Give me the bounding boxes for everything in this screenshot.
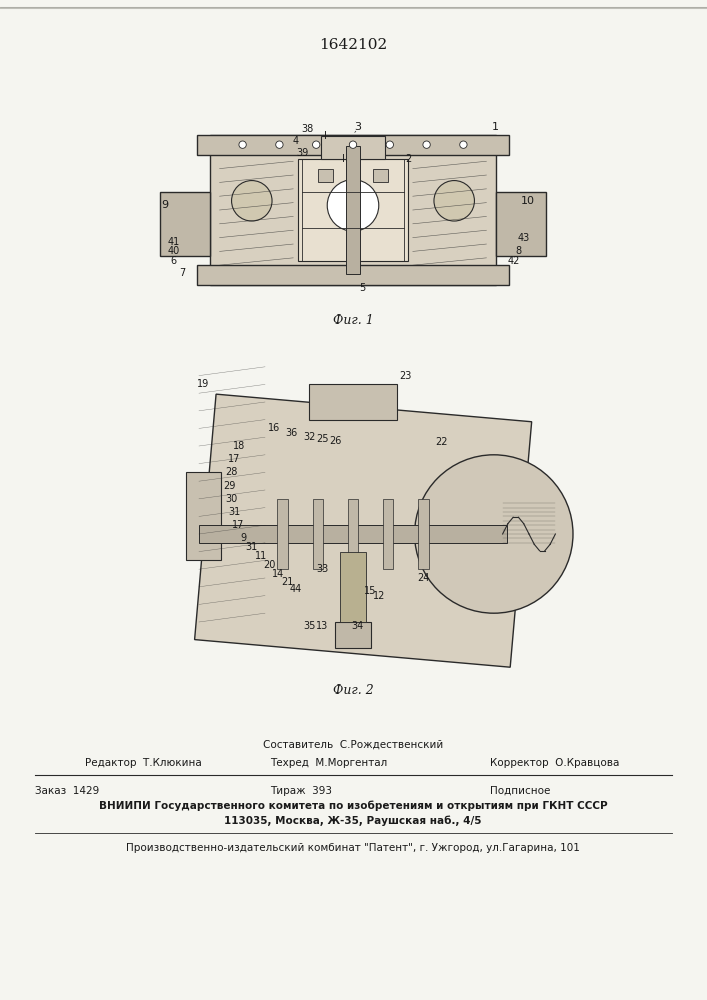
Text: 10: 10: [521, 196, 534, 206]
Bar: [199, 525, 507, 543]
Circle shape: [276, 141, 283, 148]
Text: Тираж  393: Тираж 393: [270, 786, 332, 796]
Text: 17: 17: [228, 454, 240, 464]
Circle shape: [460, 141, 467, 148]
Text: 1: 1: [492, 122, 499, 132]
Bar: [186, 472, 221, 560]
Text: 17: 17: [233, 520, 245, 530]
Text: 15: 15: [364, 586, 377, 596]
Text: 26: 26: [329, 436, 341, 446]
Text: 7: 7: [180, 268, 186, 278]
Bar: [160, 192, 211, 256]
Text: Производственно-издательский комбинат "Патент", г. Ужгород, ул.Гагарина, 101: Производственно-издательский комбинат "П…: [126, 843, 580, 853]
Text: 21: 21: [281, 577, 293, 587]
Bar: [197, 135, 510, 155]
Text: 30: 30: [226, 494, 238, 504]
Text: 33: 33: [316, 564, 328, 574]
Text: 34: 34: [351, 621, 363, 631]
Text: 9: 9: [240, 533, 246, 543]
Text: Подписное: Подписное: [490, 786, 550, 796]
Text: 36: 36: [286, 428, 298, 438]
Text: 8: 8: [515, 246, 522, 256]
Circle shape: [414, 455, 573, 613]
Text: 22: 22: [435, 437, 448, 447]
Text: 18: 18: [233, 441, 245, 451]
Text: 23: 23: [399, 371, 412, 381]
Text: 2: 2: [405, 154, 411, 164]
Bar: [277, 499, 288, 569]
Text: Редактор  Т.Клюкина: Редактор Т.Клюкина: [85, 758, 201, 768]
Text: 44: 44: [290, 584, 302, 594]
Bar: [348, 499, 358, 569]
Text: 14: 14: [272, 569, 284, 579]
Bar: [194, 394, 532, 667]
Bar: [383, 499, 394, 569]
Text: 24: 24: [417, 573, 430, 583]
Circle shape: [232, 181, 272, 221]
Text: 3: 3: [354, 122, 361, 132]
Bar: [418, 499, 428, 569]
Text: 38: 38: [301, 124, 313, 134]
Bar: [298, 159, 408, 261]
Text: 11: 11: [255, 551, 267, 561]
Text: 43: 43: [517, 233, 530, 243]
Text: 42: 42: [508, 256, 520, 266]
Text: 39: 39: [296, 148, 308, 158]
Bar: [321, 136, 385, 159]
Text: 31: 31: [245, 542, 258, 552]
Text: Фиг. 1: Фиг. 1: [332, 314, 373, 326]
Text: 9: 9: [160, 200, 168, 210]
Text: 5: 5: [359, 283, 366, 293]
Text: 29: 29: [223, 481, 236, 491]
Text: 25: 25: [316, 434, 329, 444]
Bar: [309, 384, 397, 420]
Bar: [496, 192, 547, 256]
Text: 31: 31: [228, 507, 240, 517]
Text: Фиг. 2: Фиг. 2: [332, 684, 373, 696]
Text: 35: 35: [303, 621, 315, 631]
Text: Составитель  С.Рождественский: Составитель С.Рождественский: [263, 740, 443, 750]
Text: 41: 41: [168, 237, 180, 247]
Text: 13: 13: [316, 621, 328, 631]
Bar: [335, 622, 370, 648]
Text: ВНИИПИ Государственного комитета по изобретениям и открытиям при ГКНТ СССР: ВНИИПИ Государственного комитета по изоб…: [99, 801, 607, 811]
Text: I: I: [342, 154, 345, 164]
Circle shape: [349, 141, 356, 148]
Circle shape: [434, 181, 474, 221]
Bar: [312, 499, 323, 569]
Circle shape: [423, 141, 431, 148]
Text: 12: 12: [373, 591, 385, 601]
Bar: [373, 169, 388, 182]
Text: 6: 6: [170, 256, 177, 266]
Text: 19: 19: [197, 379, 209, 389]
Circle shape: [386, 141, 394, 148]
Text: 40: 40: [168, 246, 180, 256]
Text: 20: 20: [263, 560, 276, 570]
Text: 28: 28: [226, 467, 238, 477]
Text: I: I: [324, 131, 327, 141]
Text: 1642102: 1642102: [319, 38, 387, 52]
Text: 32: 32: [303, 432, 315, 442]
Text: Корректор  О.Кравцова: Корректор О.Кравцова: [490, 758, 619, 768]
Text: Заказ  1429: Заказ 1429: [35, 786, 99, 796]
Bar: [346, 146, 361, 274]
Bar: [318, 169, 333, 182]
Text: 16: 16: [268, 423, 280, 433]
Text: 4: 4: [293, 136, 299, 146]
Bar: [340, 552, 366, 622]
Circle shape: [312, 141, 320, 148]
Circle shape: [239, 141, 246, 148]
Text: 113035, Москва, Ж-35, Раушская наб., 4/5: 113035, Москва, Ж-35, Раушская наб., 4/5: [224, 816, 481, 826]
Circle shape: [327, 180, 379, 231]
Bar: [197, 265, 510, 285]
Bar: [211, 135, 496, 285]
Text: Техред  М.Моргентал: Техред М.Моргентал: [270, 758, 387, 768]
